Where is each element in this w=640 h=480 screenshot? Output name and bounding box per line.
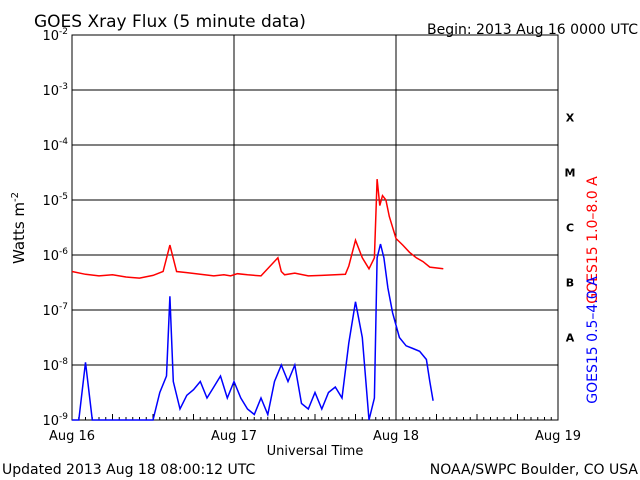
day-gridlines — [78, 35, 552, 420]
chart-title: GOES Xray Flux (5 minute data) — [34, 12, 306, 32]
legend-long-channel-label: GOES15 1.0–8.0 A — [585, 176, 601, 304]
y-tick-label: 10-3 — [42, 82, 68, 99]
legend-long-channel: GOES15 1.0–8.0 A — [585, 176, 601, 304]
y-tick-label: 10-9 — [42, 412, 68, 429]
x-tick-label: Aug 16 — [49, 429, 95, 444]
series-line-short-channel — [72, 243, 434, 421]
y-tick-label: 10-4 — [42, 137, 68, 154]
updated-timestamp: Updated 2013 Aug 18 08:00:12 UTC — [2, 462, 255, 478]
flare-class-label: C — [566, 222, 574, 235]
x-axis-label: Universal Time — [267, 444, 364, 459]
y-tick-label: 10-2 — [42, 27, 68, 44]
flare-class-label: X — [566, 112, 575, 125]
decade-gridlines — [72, 89, 558, 366]
x-tick-label: Aug 18 — [373, 429, 419, 444]
y-axis-label-exponent: -2 — [10, 192, 21, 202]
x-tick-labels: Aug 16 Aug 17 Aug 18 Aug 19 — [49, 429, 581, 444]
credit-text: NOAA/SWPC Boulder, CO USA — [430, 462, 639, 478]
plot-frame — [71, 34, 559, 421]
flare-class-label: B — [566, 277, 574, 290]
begin-timestamp: Begin: 2013 Aug 16 0000 UTC — [427, 22, 638, 38]
y-axis-label-text: Watts m — [10, 202, 28, 264]
flare-class-label: M — [565, 167, 576, 180]
series-line-long-channel — [71, 179, 444, 279]
legend-short-channel-label: GOES15 0.5–4.0 A — [585, 276, 601, 404]
y-tick-label: 10-8 — [42, 357, 68, 374]
x-tick-label: Aug 17 — [211, 429, 257, 444]
y-tick-label: 10-7 — [42, 302, 68, 319]
y-axis-label: Watts m-2 — [10, 192, 28, 264]
flare-class-labels: A B C M X — [565, 112, 576, 345]
y-tick-label: 10-6 — [42, 247, 68, 264]
flare-class-label: A — [566, 332, 575, 345]
x-tick-label: Aug 19 — [535, 429, 581, 444]
y-tick-label: 10-5 — [42, 192, 68, 209]
y-tick-labels: 10-9 10-8 10-7 10-6 10-5 10-4 10-3 10-2 — [42, 27, 68, 429]
svg-text:Watts m-2: Watts m-2 — [10, 192, 28, 264]
legend-short-channel: GOES15 0.5–4.0 A — [585, 276, 601, 404]
